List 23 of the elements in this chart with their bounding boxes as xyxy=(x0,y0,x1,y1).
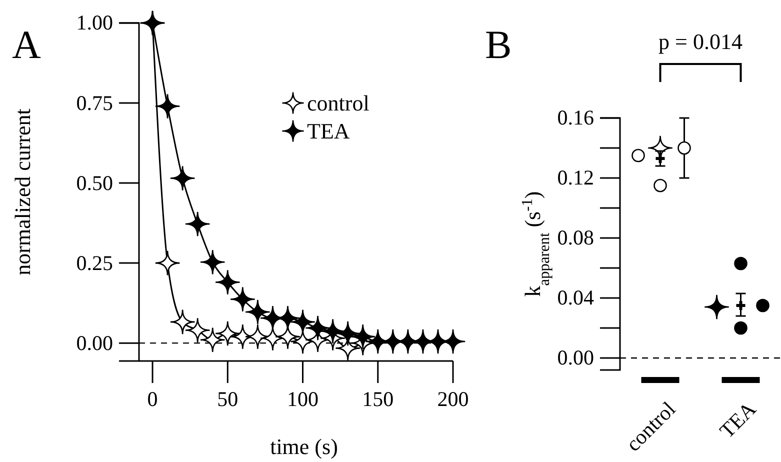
x-axis-title: time (s) xyxy=(270,434,338,459)
y-tick-label: 0.16 xyxy=(557,106,594,130)
x-tick-label: 200 xyxy=(437,386,469,411)
y-tick-label: 0.50 xyxy=(76,170,113,195)
x-tick-label: TEA xyxy=(714,396,762,443)
x-tick-label: 0 xyxy=(147,386,158,411)
x-tick-label: 100 xyxy=(287,386,319,411)
chart-title: A xyxy=(12,22,41,67)
y-tick-label: 0.75 xyxy=(76,90,113,115)
legend-label: TEA xyxy=(307,118,350,144)
text: p = 0.014 xyxy=(658,29,742,54)
legend-label: control xyxy=(307,90,370,116)
y-tick-label: 0.25 xyxy=(76,250,113,275)
chart-title: B xyxy=(485,22,512,67)
y-tick-label: 0.04 xyxy=(557,286,594,310)
y-tick-label: 0.00 xyxy=(557,346,594,370)
x-tick-label: 50 xyxy=(217,386,238,411)
y-tick-label: 0.08 xyxy=(557,226,594,250)
x-tick-label: 150 xyxy=(362,386,394,411)
y-tick-label: 1.00 xyxy=(76,10,113,35)
y-tick-label: 0.00 xyxy=(76,330,113,355)
y-tick-label: 0.12 xyxy=(557,166,594,190)
y-axis-title: normalized current xyxy=(10,108,35,276)
